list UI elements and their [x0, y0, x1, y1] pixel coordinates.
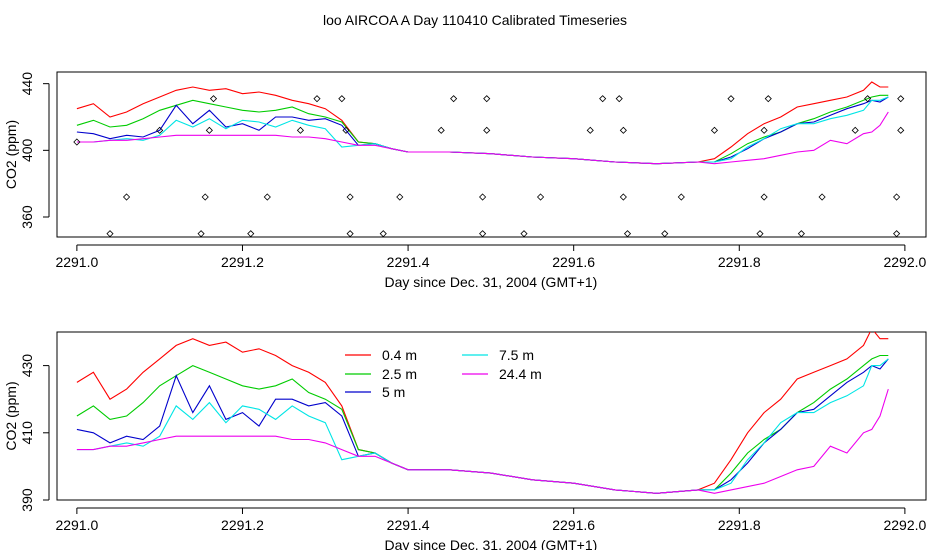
plot-frame: [56, 71, 927, 238]
diamond-marker: [851, 126, 859, 134]
diamond-marker: [483, 126, 491, 134]
diamond-marker: [396, 193, 404, 201]
legend: 0.4 m 2.5 m 5 m 7.5 m 24.4 m: [345, 347, 542, 400]
plot-frame: [56, 331, 927, 501]
legend-label: 24.4 m: [499, 366, 542, 382]
top-panel: 2291.0 2291.2 2291.4 2291.6 2291.8 2292.0 Day …: [3, 71, 927, 290]
y-axis-label: CO2 (ppm): [3, 120, 19, 189]
diamond-marker: [197, 230, 205, 237]
bottom-panel: 2291.0 2291.2 2291.4 2291.6 2291.8 2292.0 Day …: [3, 331, 927, 550]
diamond-marker: [619, 193, 627, 201]
diamond-marker: [346, 193, 354, 201]
diamond-marker: [897, 126, 905, 134]
legend-label: 2.5 m: [382, 366, 417, 382]
diamond-marker: [338, 95, 346, 103]
series-line-5: [76, 111, 889, 165]
x-tick-label: 2291.8: [718, 517, 761, 533]
y-tick-label: 410: [19, 421, 35, 445]
diamond-marker: [205, 126, 213, 134]
x-tick-label: 2292.0: [883, 254, 926, 270]
diamond-marker: [797, 230, 805, 237]
diamond-marker: [893, 193, 901, 201]
y-tick-label: 440: [19, 72, 35, 96]
diamond-marker: [619, 126, 627, 134]
diamond-marker: [661, 230, 669, 237]
x-tick-label: 2292.0: [883, 517, 926, 533]
diamond-marker: [247, 230, 255, 237]
x-tick-label: 2291.6: [552, 254, 595, 270]
series-group: [76, 332, 889, 494]
x-tick-label: 2291.4: [387, 517, 430, 533]
series-line-1: [76, 332, 889, 494]
x-tick-label: 2291.2: [221, 254, 264, 270]
series-line-3: [76, 358, 889, 494]
diamond-marker: [818, 193, 826, 201]
diamond-marker: [756, 230, 764, 237]
legend-label: 0.4 m: [382, 347, 417, 363]
diamond-marker: [437, 126, 445, 134]
legend-label: 7.5 m: [499, 347, 534, 363]
y-tick-label: 430: [19, 354, 35, 378]
diamond-marker: [346, 230, 354, 237]
diamond-marker: [479, 193, 487, 201]
diamond-marker: [450, 95, 458, 103]
x-axis-label: Day since Dec. 31, 2004 (GMT+1): [384, 537, 597, 550]
diamond-marker: [263, 193, 271, 201]
diamond-marker: [586, 126, 594, 134]
series-line-4: [76, 358, 889, 494]
diamond-marker: [760, 193, 768, 201]
diamond-marker: [479, 230, 487, 237]
y-tick-label: 360: [19, 205, 35, 229]
y-tick-label: 390: [19, 488, 35, 512]
x-tick-label: 2291.6: [552, 517, 595, 533]
diamond-marker: [599, 95, 607, 103]
diamond-marker: [296, 126, 305, 134]
diamond-marker: [73, 138, 81, 146]
diamond-marker: [122, 193, 131, 201]
diamond-marker: [760, 126, 768, 134]
x-axis-label: Day since Dec. 31, 2004 (GMT+1): [384, 274, 597, 290]
x-tick-label: 2291.4: [387, 254, 430, 270]
diamond-marker: [897, 95, 905, 103]
diamond-marker: [342, 126, 350, 134]
diamond-marker: [379, 230, 387, 237]
series-group: [73, 81, 905, 237]
diamond-marker: [864, 95, 872, 103]
y-axis-label: CO2 (ppm): [3, 381, 19, 450]
diamond-marker: [313, 95, 321, 103]
diamond-marker: [520, 230, 528, 237]
diamond-marker: [106, 230, 114, 237]
x-tick-label: 2291.2: [221, 517, 264, 533]
diamond-marker: [536, 193, 545, 201]
diamond-marker: [623, 230, 632, 237]
diamond-marker: [677, 193, 685, 201]
diamond-marker: [209, 95, 218, 103]
figure-title: loo AIRCOA A Day 110410 Calibrated Times…: [323, 12, 627, 28]
series-line-1: [76, 81, 889, 165]
diamond-marker: [156, 126, 164, 134]
x-tick-label: 2291.8: [718, 254, 761, 270]
diamond-marker: [483, 95, 491, 103]
x-tick-label: 2291.0: [55, 517, 98, 533]
diamond-marker: [764, 95, 772, 103]
x-tick-label: 2291.0: [55, 254, 98, 270]
series-line-5: [76, 388, 889, 494]
diamond-marker: [201, 193, 209, 201]
diamond-marker: [615, 95, 623, 103]
diamond-marker: [893, 230, 901, 237]
y-tick-label: 400: [19, 138, 35, 162]
diamond-marker: [727, 95, 735, 103]
diamond-marker: [710, 126, 719, 134]
legend-label: 5 m: [382, 384, 405, 400]
